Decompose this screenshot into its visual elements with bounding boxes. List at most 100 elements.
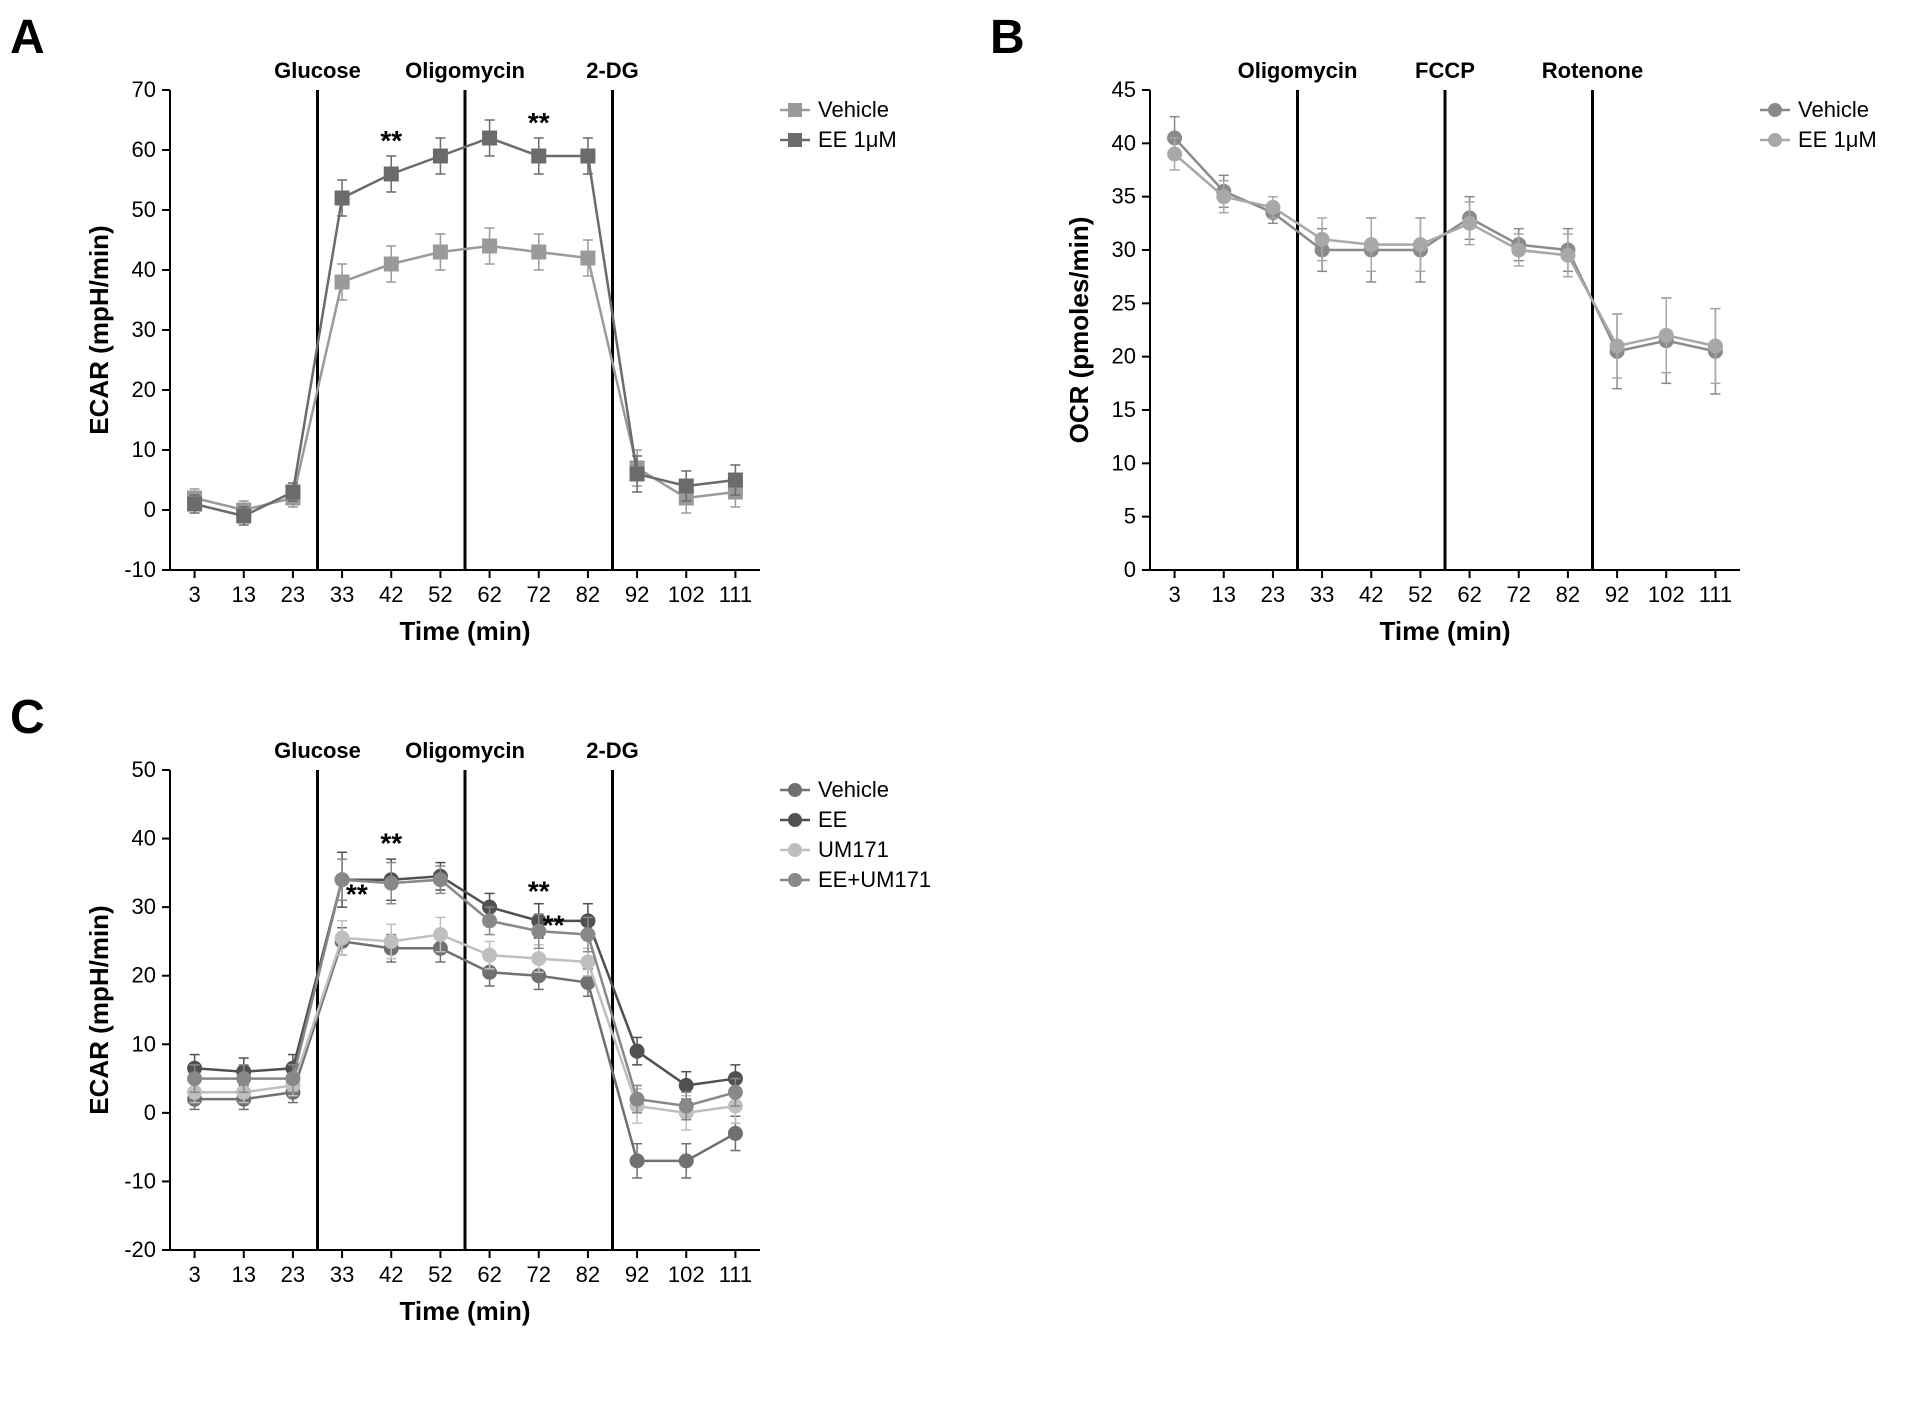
svg-text:45: 45 [1112, 77, 1136, 102]
svg-text:42: 42 [379, 1262, 403, 1287]
svg-text:82: 82 [576, 1262, 600, 1287]
svg-text:23: 23 [281, 582, 305, 607]
svg-text:Glucose: Glucose [274, 738, 361, 763]
svg-text:50: 50 [132, 757, 156, 782]
panel-c-chart: -20-100102030405031323334252627282921021… [80, 720, 940, 1340]
svg-text:-10: -10 [124, 557, 156, 582]
svg-text:**: ** [528, 107, 550, 138]
figure-grid: A -1001020304050607031323334252627282921… [20, 20, 1900, 1340]
panel-b-chart: 0 5 10 15 20 25 30 35 40 45 3 13 23 33 42 52 62 72 82 92 102… [1060, 40, 1920, 660]
svg-text:20: 20 [132, 963, 156, 988]
svg-text:**: ** [380, 125, 402, 156]
svg-text:62: 62 [1457, 582, 1481, 607]
panel-b-label: B [990, 10, 1025, 65]
svg-text:102: 102 [668, 582, 705, 607]
svg-text:Oligomycin: Oligomycin [1238, 58, 1358, 83]
svg-text:10: 10 [1112, 450, 1136, 475]
svg-text:92: 92 [625, 582, 649, 607]
svg-text:20: 20 [132, 377, 156, 402]
svg-text:92: 92 [625, 1262, 649, 1287]
svg-text:0: 0 [1124, 557, 1136, 582]
svg-text:**: ** [380, 827, 402, 858]
svg-text:10: 10 [132, 1031, 156, 1056]
svg-text:**: ** [528, 875, 550, 906]
svg-text:102: 102 [668, 1262, 705, 1287]
panel-b: B 05101520253035404531323334252627282921… [1000, 20, 1920, 660]
svg-text:EE 1μM: EE 1μM [818, 127, 897, 152]
svg-text:33: 33 [1310, 582, 1334, 607]
svg-text:13: 13 [232, 1262, 256, 1287]
svg-text:33: 33 [330, 582, 354, 607]
svg-text:25: 25 [1112, 290, 1136, 315]
svg-text:Oligomycin: Oligomycin [405, 738, 525, 763]
svg-text:82: 82 [1556, 582, 1580, 607]
svg-text:50: 50 [132, 197, 156, 222]
svg-text:-10: -10 [124, 1168, 156, 1193]
panel-c-label: C [10, 690, 45, 745]
svg-text:111: 111 [719, 582, 752, 607]
svg-text:10: 10 [132, 437, 156, 462]
svg-text:ECAR (mpH/min): ECAR (mpH/min) [84, 905, 114, 1114]
svg-text:Vehicle: Vehicle [818, 97, 889, 122]
svg-text:Time (min): Time (min) [400, 616, 531, 646]
svg-text:Vehicle: Vehicle [818, 777, 889, 802]
svg-text:72: 72 [527, 582, 551, 607]
svg-text:-20: -20 [124, 1237, 156, 1262]
svg-text:EE+UM171: EE+UM171 [818, 867, 931, 892]
svg-text:23: 23 [281, 1262, 305, 1287]
svg-text:40: 40 [1112, 130, 1136, 155]
svg-text:20: 20 [1112, 344, 1136, 369]
svg-text:92: 92 [1605, 582, 1629, 607]
svg-text:EE: EE [818, 807, 847, 832]
svg-text:70: 70 [132, 77, 156, 102]
svg-text:30: 30 [132, 894, 156, 919]
svg-text:2-DG: 2-DG [586, 58, 639, 83]
svg-text:111: 111 [719, 1262, 752, 1287]
svg-text:40: 40 [132, 257, 156, 282]
svg-text:111: 111 [1699, 582, 1732, 607]
svg-text:2-DG: 2-DG [586, 738, 639, 763]
panel-a-label: A [10, 10, 45, 65]
svg-text:Glucose: Glucose [274, 58, 361, 83]
svg-text:72: 72 [1507, 582, 1531, 607]
svg-text:23: 23 [1261, 582, 1285, 607]
svg-text:Rotenone: Rotenone [1542, 58, 1643, 83]
svg-text:102: 102 [1648, 582, 1685, 607]
svg-text:42: 42 [1359, 582, 1383, 607]
svg-text:0: 0 [144, 1100, 156, 1125]
svg-text:33: 33 [330, 1262, 354, 1287]
panel-c: C -20-1001020304050313233342526272829210… [20, 700, 940, 1340]
svg-text:35: 35 [1112, 184, 1136, 209]
svg-text:ECAR (mpH/min): ECAR (mpH/min) [84, 225, 114, 434]
svg-text:13: 13 [1212, 582, 1236, 607]
svg-text:0: 0 [144, 497, 156, 522]
svg-text:3: 3 [188, 1262, 200, 1287]
svg-text:OCR (pmoles/min): OCR (pmoles/min) [1064, 217, 1094, 444]
svg-text:3: 3 [1168, 582, 1180, 607]
svg-text:Vehicle: Vehicle [1798, 97, 1869, 122]
panel-a-chart: -100102030405060703132333425262728292102… [80, 40, 940, 660]
svg-text:13: 13 [232, 582, 256, 607]
svg-text:72: 72 [527, 1262, 551, 1287]
svg-text:Oligomycin: Oligomycin [405, 58, 525, 83]
svg-text:62: 62 [477, 582, 501, 607]
svg-text:FCCP: FCCP [1415, 58, 1475, 83]
svg-text:UM171: UM171 [818, 837, 889, 862]
svg-text:Time (min): Time (min) [1380, 616, 1511, 646]
svg-text:30: 30 [132, 317, 156, 342]
svg-text:52: 52 [1408, 582, 1432, 607]
svg-text:52: 52 [428, 582, 452, 607]
svg-text:**: ** [543, 910, 565, 941]
svg-text:Time (min): Time (min) [400, 1296, 531, 1326]
svg-text:42: 42 [379, 582, 403, 607]
panel-a: A -1001020304050607031323334252627282921… [20, 20, 940, 660]
svg-text:3: 3 [188, 582, 200, 607]
svg-text:EE 1μM: EE 1μM [1798, 127, 1877, 152]
svg-text:30: 30 [1112, 237, 1136, 262]
svg-text:5: 5 [1124, 504, 1136, 529]
svg-text:15: 15 [1112, 397, 1136, 422]
svg-text:40: 40 [132, 826, 156, 851]
svg-text:62: 62 [477, 1262, 501, 1287]
svg-text:**: ** [346, 879, 368, 910]
svg-text:60: 60 [132, 137, 156, 162]
